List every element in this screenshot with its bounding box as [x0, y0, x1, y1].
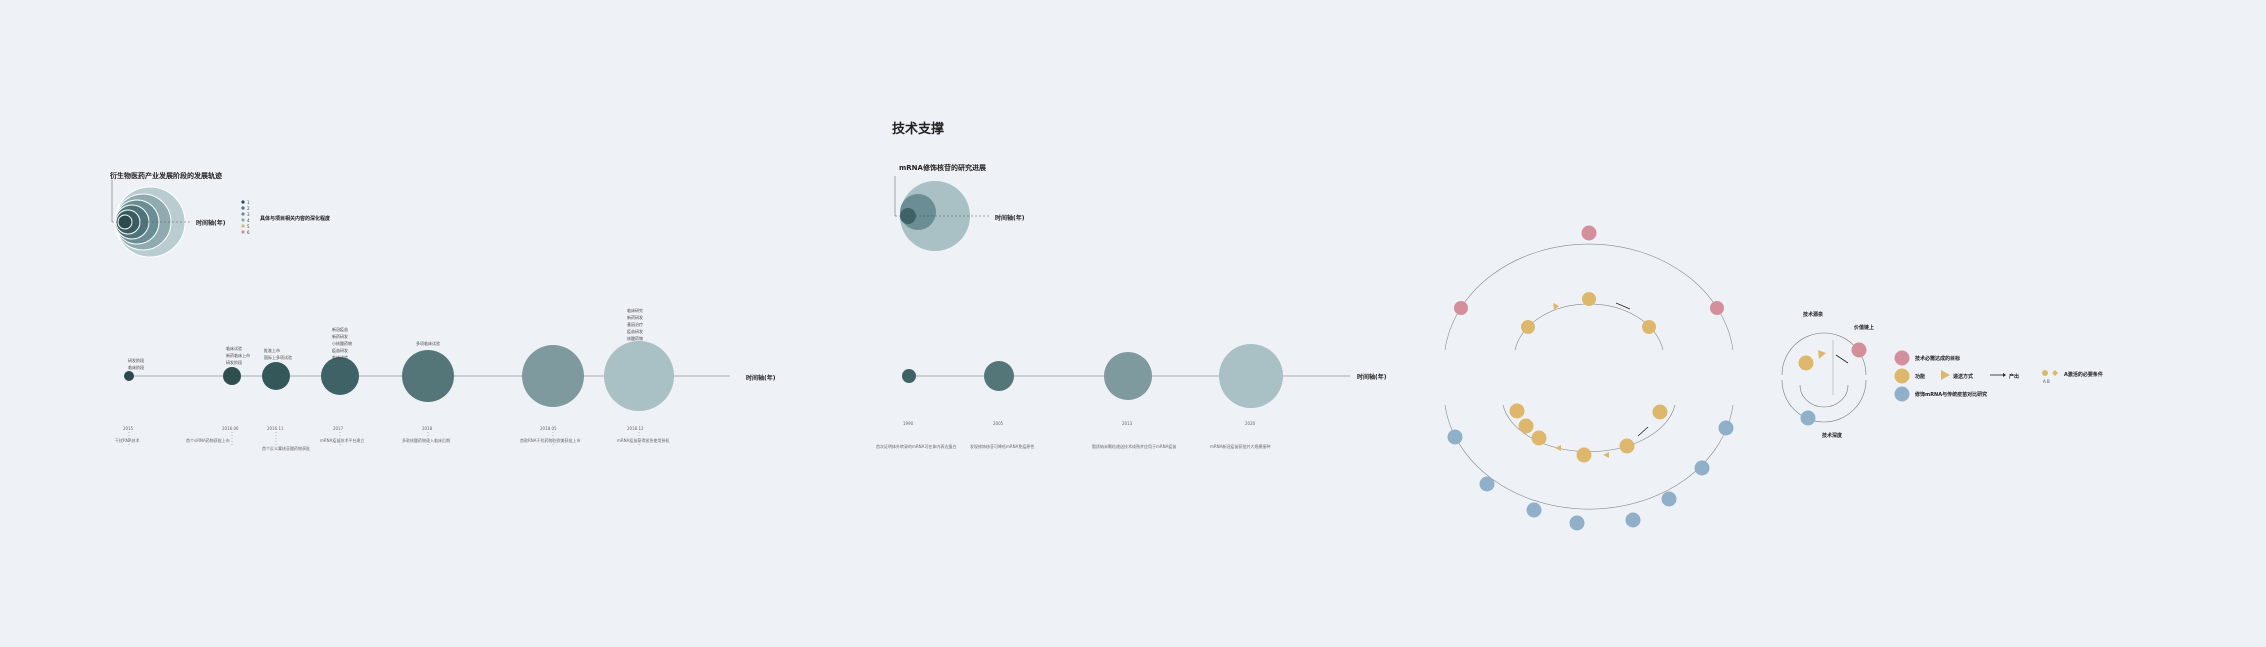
cycle-outer-blue: [1447, 420, 1734, 531]
legend-value-chain: 价值链上: [1854, 325, 1875, 331]
timeline1: [124, 341, 730, 445]
legend-cycle: [1781, 332, 1867, 426]
timeline2-year: 2013: [1122, 421, 1133, 426]
legend-output: 产出: [2009, 374, 2020, 380]
panel1-legend-item: 5: [247, 224, 250, 229]
bullet: 临床研究: [627, 308, 643, 313]
timeline1-bullets-2015: 研发阶段 临床阶段: [128, 357, 144, 371]
bullet: 新药临床上市: [226, 353, 250, 358]
timeline1-bullets-2018-12: 临床研究 新药研发 基因治疗 疫苗研发 核酸药物: [627, 307, 643, 342]
timeline1-caption: 首款RNA干扰药物在欧美获批上市: [520, 438, 581, 443]
timeline2-caption: 发现修饰核苷可降低mRNA免疫原性: [970, 444, 1035, 449]
timeline1-node-2018-05: [522, 345, 584, 407]
panel1-legend-item: 4: [247, 218, 250, 223]
panel1-legend-item: 1: [247, 200, 250, 205]
right-legend-swatches: [1894, 350, 2058, 402]
panel1-legend-dots: [241, 200, 245, 234]
panel2-title: mRNA修饰核苷的研究进展: [899, 164, 986, 172]
bullet: 多项临床试验: [416, 341, 440, 346]
bullet: 疫苗研发: [627, 329, 643, 334]
timeline1-caption: mRNA疫苗获得紧急使用授权: [617, 438, 670, 443]
bullet: 临床试验: [332, 355, 348, 360]
panel1-x-axis-label: 时间轴(年): [196, 220, 226, 227]
timeline1-caption: mRNA疫苗技术平台建立: [320, 438, 365, 443]
bullet: 批准上市: [264, 348, 280, 353]
timeline2-node-1990: [902, 369, 916, 383]
timeline1-caption: 首个反义寡核苷酸药物获批: [262, 446, 310, 451]
timeline1-bullets-2016-11: 批准上市 国际上多项试验: [264, 347, 292, 361]
bullet: 研发阶段: [226, 360, 242, 365]
bullet: 基因治疗: [627, 322, 643, 327]
timeline2-node-2005: [984, 361, 1014, 391]
timeline1-bullets-2018: 多项临床试验: [416, 340, 440, 347]
bullet: 新药研发: [332, 334, 348, 339]
bullet: 临床试验: [226, 346, 242, 351]
timeline1-year: 2018.12: [627, 426, 644, 431]
timeline2-node-2013: [1104, 352, 1152, 400]
panel2-circles: [894, 176, 990, 251]
legend-ab-sub: A B: [2043, 379, 2050, 384]
timeline1-axis-label: 时间轴(年): [746, 375, 776, 382]
timeline1-year: 2017: [333, 426, 344, 431]
panel1-legend-item: 2: [247, 206, 250, 211]
cycle-arrows: [1615, 302, 1649, 437]
panel1-legend-item: 6: [247, 230, 250, 235]
timeline1-node-2018-12: [604, 341, 674, 411]
timeline2-caption: 首次证明体外转录的mRNA可在体内表达蛋白: [876, 444, 957, 449]
cycle-inner-yellow-top: [1521, 292, 1656, 334]
cycle-diagram: [1444, 243, 1734, 510]
timeline1-year: 2015: [123, 426, 134, 431]
timeline2-caption: mRNA新冠疫苗获批并大规模接种: [1210, 444, 1271, 449]
timeline1-year: 2016.11: [267, 426, 284, 431]
timeline1-year: 2016.06: [222, 426, 239, 431]
timeline1-year: 2018.05: [540, 426, 557, 431]
legend-ab-label: A激活的必要条件: [2064, 372, 2103, 378]
legend-item-blue: 修饰mRNA与传统疫苗对比研究: [1915, 392, 1988, 398]
timeline2-caption: 脂质纳米颗粒递送技术成熟并应用于mRNA疫苗: [1092, 444, 1177, 449]
bullet: 核酸药物: [627, 336, 643, 341]
bullet: 新冠疫苗: [332, 327, 348, 332]
section-title: 技术支撑: [892, 122, 945, 137]
timeline2-year: 1990: [903, 421, 914, 426]
timeline1-caption: 多款核酸药物进入临床后期: [402, 438, 450, 443]
timeline1-year: 2018: [422, 426, 433, 431]
timeline1-bullets-2017: 新冠疫苗 新药研发 小核酸药物 疫苗研发 临床试验: [332, 326, 352, 361]
panel1-circles: [111, 180, 192, 258]
panel2-x-axis-label: 时间轴(年): [995, 215, 1025, 222]
panel1-legend-item: 3: [247, 212, 250, 217]
timeline2-year: 2005: [993, 421, 1004, 426]
legend-item-pink: 技术必需达成的目标: [1915, 356, 1961, 362]
bullet: 新药研发: [627, 315, 643, 320]
timeline1-node-2015: [124, 371, 134, 381]
bullet: 临床阶段: [128, 365, 144, 370]
timeline1-caption: 首个siRNA药物获批上市: [186, 438, 230, 443]
timeline2-node-2020: [1219, 344, 1283, 408]
timeline2-axis-label: 时间轴(年): [1357, 374, 1387, 381]
panel1-title: 衍生物医药产业发展阶段的发展轨迹: [110, 172, 222, 180]
timeline1-caption: 干扰RNA技术: [115, 438, 140, 443]
cycle-outer-pink: [1454, 225, 1724, 315]
legend-item-yellow: 功能: [1915, 374, 1926, 380]
legend-tech-source: 技术源泉: [1803, 312, 1824, 318]
legend-tech-deep: 技术深度: [1822, 433, 1843, 439]
bullet: 小核酸药物: [332, 341, 352, 346]
timeline1-node-2017: [321, 357, 359, 395]
cycle-inner-yellow-bottom: [1509, 403, 1668, 463]
timeline1-node-2018: [402, 350, 454, 402]
bullet: 国际上多项试验: [264, 355, 292, 360]
timeline2-year: 2020: [1245, 421, 1256, 426]
timeline2: [902, 344, 1350, 408]
legend-transmission: 递送方式: [1953, 374, 1974, 380]
panel1-legend-title: 具体与项目相关内容的深化程度: [260, 216, 331, 222]
timeline1-node-2016-11: [262, 362, 290, 390]
bullet: 疫苗研发: [332, 348, 348, 353]
timeline1-bullets-2016-06: 临床试验 新药临床上市 研发阶段: [226, 345, 250, 366]
timeline1-node-2016-06: [223, 367, 241, 385]
bullet: 研发阶段: [128, 358, 144, 363]
